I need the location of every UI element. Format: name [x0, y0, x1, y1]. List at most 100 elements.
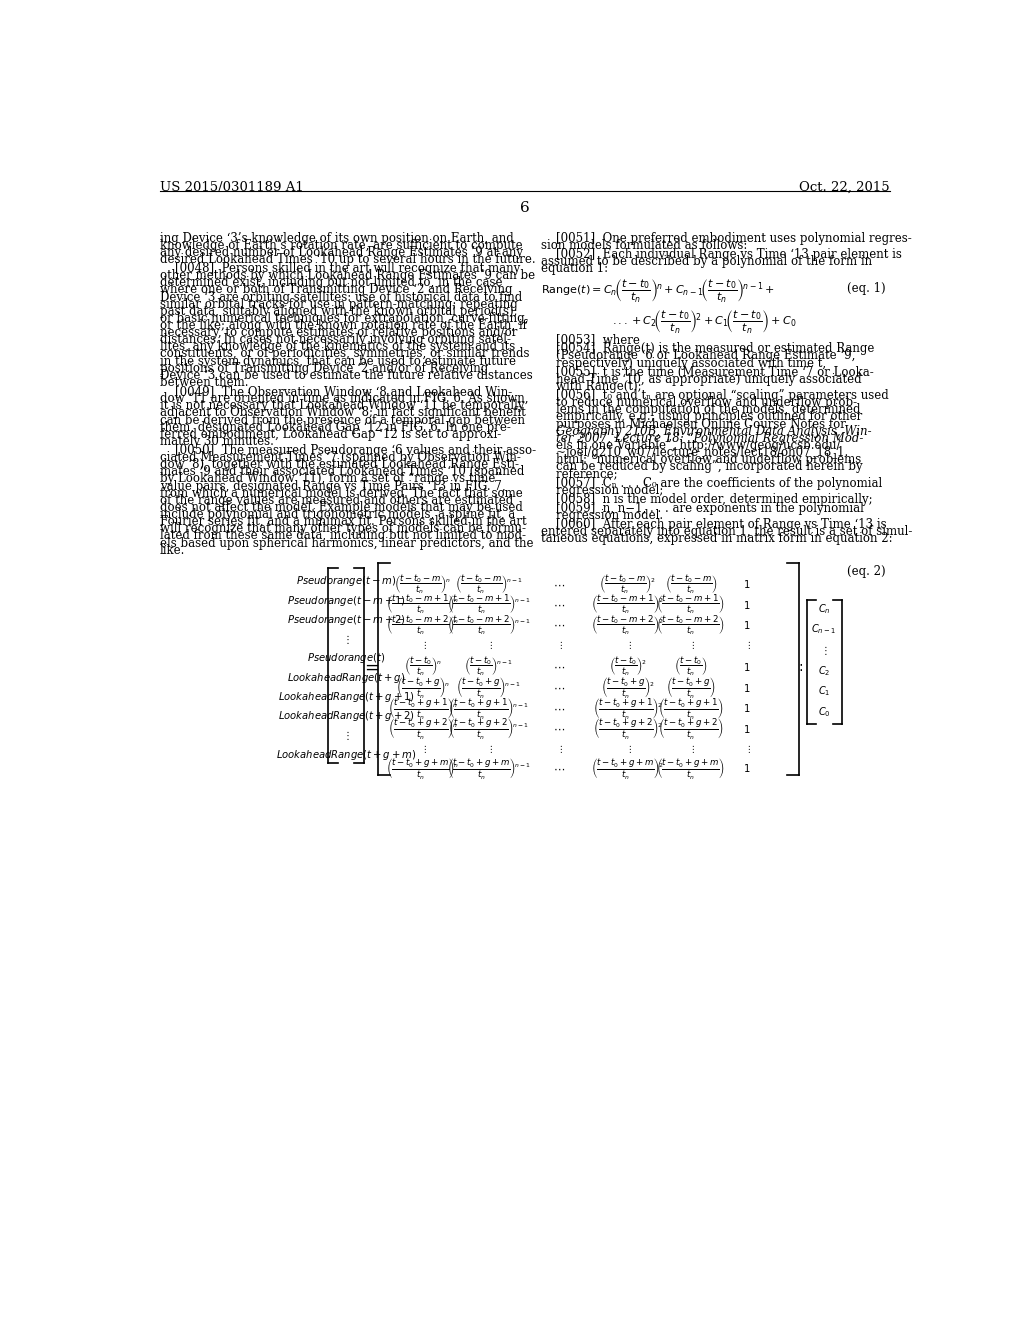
Text: knowledge of Earth’s rotation rate, are sufficient to compute: knowledge of Earth’s rotation rate, are …	[160, 239, 522, 252]
Text: els based upon spherical harmonics, linear predictors, and the: els based upon spherical harmonics, line…	[160, 536, 534, 549]
Text: $\!\left(\dfrac{t-t_0-m}{t_n}\right)^{\!n}$: $\!\left(\dfrac{t-t_0-m}{t_n}\right)^{\!…	[395, 573, 451, 597]
Text: [0058]  n is the model order, determined empirically;: [0058] n is the model order, determined …	[541, 492, 872, 506]
Text: $\vdots$: $\vdots$	[743, 743, 751, 755]
Text: mately 30 minutes.: mately 30 minutes.	[160, 434, 273, 447]
Text: $\!\left(\dfrac{t-t_0+g+1}{t_n}\right)^{\!2}$: $\!\left(\dfrac{t-t_0+g+1}{t_n}\right)^{…	[594, 696, 663, 721]
Text: necessary, to compute estimates of relative positions and/or: necessary, to compute estimates of relat…	[160, 326, 517, 339]
Text: assumed to be described by a polynomial of the form in: assumed to be described by a polynomial …	[541, 255, 871, 268]
Text: $\cdots$: $\cdots$	[553, 579, 565, 589]
Text: of the range values are measured and others are estimated: of the range values are measured and oth…	[160, 494, 513, 507]
Text: adjacent to Observation Window ‘8; in fact significant benefit: adjacent to Observation Window ‘8; in fa…	[160, 407, 525, 420]
Text: [0055]  t is the time (Measurement Time ‘7 or Looka-: [0055] t is the time (Measurement Time ‘…	[541, 366, 873, 379]
Text: entered separately into equation 1, the result is a set of simul-: entered separately into equation 1, the …	[541, 525, 912, 539]
Text: $C_{n-1}$: $C_{n-1}$	[811, 622, 837, 636]
Text: $\cdots$: $\cdots$	[553, 704, 565, 713]
Text: $\!\left(\dfrac{t-t_0+g}{t_n}\right)$: $\!\left(\dfrac{t-t_0+g}{t_n}\right)$	[667, 676, 716, 701]
Text: $\!\left(\dfrac{t-t_0-m+1}{t_n}\right)^{\!n}$: $\!\left(\dfrac{t-t_0-m+1}{t_n}\right)^{…	[387, 593, 459, 616]
Text: $1$: $1$	[743, 660, 751, 673]
Text: $\mathit{Pseudorange}(t-m+2)$: $\mathit{Pseudorange}(t-m+2)$	[287, 612, 406, 627]
Text: ferred embodiment, Lookahead Gap ‘12 is set to approxi-: ferred embodiment, Lookahead Gap ‘12 is …	[160, 428, 501, 441]
Text: purposes in Michaelsen Online Course Notes for: purposes in Michaelsen Online Course Not…	[541, 417, 846, 430]
Text: [0060]  After each pair element of Range vs Time ‘13 is: [0060] After each pair element of Range …	[541, 519, 887, 531]
Text: will recognize that many other types of models can be formu-: will recognize that many other types of …	[160, 523, 525, 536]
Text: any desired number of Lookahead Range Estimates ’9 at any: any desired number of Lookahead Range Es…	[160, 246, 522, 259]
Text: Oct. 22, 2015: Oct. 22, 2015	[799, 181, 890, 194]
Text: regression model;: regression model;	[541, 483, 664, 496]
Text: $\!\left(\dfrac{t-t_0}{t_n}\right)^{\!n}$: $\!\left(\dfrac{t-t_0}{t_n}\right)^{\!n}…	[404, 655, 441, 678]
Text: head Time ‘10, as appropriate) uniquely associated: head Time ‘10, as appropriate) uniquely …	[541, 372, 861, 385]
Text: $\cdots$: $\cdots$	[553, 599, 565, 610]
Text: them, designated Lookahead Gap ‘12 in FIG. 6. In one pre-: them, designated Lookahead Gap ‘12 in FI…	[160, 421, 511, 434]
Text: $\!\left(\dfrac{t-t_0+g+m}{t_n}\right)^{\!n}$: $\!\left(\dfrac{t-t_0+g+m}{t_n}\right)^{…	[387, 756, 459, 780]
Text: desired Lookahead Times ‘10 up to several hours in the future.: desired Lookahead Times ‘10 up to severa…	[160, 253, 536, 265]
Text: $\!\left(\dfrac{t-t_0+g+m}{t_n}\right)^{\!2}$: $\!\left(\dfrac{t-t_0+g+m}{t_n}\right)^{…	[592, 756, 664, 780]
Text: Geography 210B, Environmental Data Analysis, Win-: Geography 210B, Environmental Data Analy…	[541, 425, 871, 438]
Text: ciated Measurement Times ‘7 (spanned by Observation Win-: ciated Measurement Times ‘7 (spanned by …	[160, 451, 520, 465]
Text: $\!\left(\dfrac{t-t_0}{t_n}\right)^{\!n-1}$: $\!\left(\dfrac{t-t_0}{t_n}\right)^{\!n-…	[465, 655, 513, 678]
Text: [0052]  Each individual Range vs Time ‘13 pair element is: [0052] Each individual Range vs Time ‘13…	[541, 248, 901, 261]
Text: ~joel/g210_w07/lecture_notes/lect18/oh07_18_1.: ~joel/g210_w07/lecture_notes/lect18/oh07…	[541, 446, 848, 459]
Text: $\!\left(\dfrac{t-t_0-m+1}{t_n}\right)^{\!n-1}$: $\!\left(\dfrac{t-t_0-m+1}{t_n}\right)^{…	[447, 593, 530, 616]
Text: lites, any knowledge of the kinematics of the system and its: lites, any knowledge of the kinematics o…	[160, 341, 515, 354]
Text: $\mathit{LookaheadRange}(t+g+m)$: $\mathit{LookaheadRange}(t+g+m)$	[276, 748, 417, 762]
Text: $C_0$: $C_0$	[817, 705, 830, 719]
Text: does not affect the model. Example models that may be used: does not affect the model. Example model…	[160, 500, 522, 513]
Text: or basic numerical techniques for extrapolation, curve-fitting,: or basic numerical techniques for extrap…	[160, 312, 528, 325]
Text: $\mathit{Pseudorange}(t-m+1)$: $\mathit{Pseudorange}(t-m+1)$	[287, 594, 406, 607]
Text: html: “numerical overflow and underflow problems: html: “numerical overflow and underflow …	[541, 453, 861, 466]
Text: $\mathit{LookaheadRange}(t+g+2)$: $\mathit{LookaheadRange}(t+g+2)$	[278, 709, 415, 723]
Text: $\cdots$: $\cdots$	[553, 763, 565, 774]
Text: $\!\left(\dfrac{t-t_0-m}{t_n}\right)$: $\!\left(\dfrac{t-t_0-m}{t_n}\right)$	[666, 573, 718, 597]
Text: like.: like.	[160, 544, 185, 557]
Text: $1$: $1$	[743, 578, 751, 590]
Text: $\!\left(\dfrac{t-t_0+g+2}{t_n}\right)^{\!2}$: $\!\left(\dfrac{t-t_0+g+2}{t_n}\right)^{…	[594, 717, 663, 741]
Text: similar orbital tracks for use in pattern-matching; repeating: similar orbital tracks for use in patter…	[160, 297, 517, 310]
Text: dow ‘8), together with the estimated Lookahead Range Esti-: dow ‘8), together with the estimated Loo…	[160, 458, 519, 471]
Text: [0053]  where: [0053] where	[541, 333, 640, 346]
Text: $\mathrm{Range}(t) = C_n\!\left(\dfrac{t-t_0}{t_n}\right)^{\!n} + C_{n-1}\!\left: $\mathrm{Range}(t) = C_n\!\left(\dfrac{t…	[541, 279, 774, 305]
Text: $\!\left(\dfrac{t-t_0+g+2}{t_n}\right)^{\!n-1}$: $\!\left(\dfrac{t-t_0+g+2}{t_n}\right)^{…	[449, 717, 529, 741]
Text: equation 1:: equation 1:	[541, 263, 608, 275]
Text: by Lookahead Window ‘11), form a set of “range vs time”: by Lookahead Window ‘11), form a set of …	[160, 473, 501, 486]
Text: $1$: $1$	[743, 619, 751, 631]
Text: $\vdots$: $\vdots$	[342, 632, 350, 645]
Text: where one or both of Transmitting Device ‘2 and Receiving: where one or both of Transmitting Device…	[160, 284, 512, 297]
Text: between them.: between them.	[160, 376, 248, 389]
Text: $\vdots$: $\vdots$	[556, 639, 562, 651]
Text: 6: 6	[520, 201, 529, 215]
Text: $\vdots$: $\vdots$	[688, 639, 695, 651]
Text: past data, suitably aligned with the known orbital period(s);: past data, suitably aligned with the kno…	[160, 305, 517, 318]
Text: lems in the computation of the models, determined: lems in the computation of the models, d…	[541, 404, 860, 416]
Text: $\!\left(\dfrac{t-t_0-m+2}{t_n}\right)^{\!2}$: $\!\left(\dfrac{t-t_0-m+2}{t_n}\right)^{…	[592, 612, 664, 636]
Text: respectively) uniquely associated with time t,: respectively) uniquely associated with t…	[541, 356, 825, 370]
Text: $\vdots$: $\vdots$	[485, 743, 493, 755]
Text: $\!\left(\dfrac{t-t_0+g+1}{t_n}\right)^{\!n}$: $\!\left(\dfrac{t-t_0+g+1}{t_n}\right)^{…	[389, 696, 458, 721]
Text: distances. In cases not necessarily involving orbiting satel-: distances. In cases not necessarily invo…	[160, 333, 511, 346]
Text: $\cdots$: $\cdots$	[553, 682, 565, 693]
Text: (Pseudorange ‘6 or Lookahead Range Estimate ‘9,: (Pseudorange ‘6 or Lookahead Range Estim…	[541, 350, 855, 363]
Text: $\!\left(\dfrac{t-t_0+g+m}{t_n}\right)^{\!n-1}$: $\!\left(\dfrac{t-t_0+g+m}{t_n}\right)^{…	[447, 756, 530, 780]
Text: [0050]  The measured Pseudorange ‘6 values and their asso-: [0050] The measured Pseudorange ‘6 value…	[160, 444, 536, 457]
Text: $\mathrm{...} + C_2\!\left(\dfrac{t-t_0}{t_n}\right)^{\!2} + C_1\!\left(\dfrac{t: $\mathrm{...} + C_2\!\left(\dfrac{t-t_0}…	[612, 309, 797, 335]
Text: $\!\left(\dfrac{t-t_0+g+2}{t_n}\right)^{\!n}$: $\!\left(\dfrac{t-t_0+g+2}{t_n}\right)^{…	[389, 717, 458, 741]
Text: $\vdots$: $\vdots$	[556, 743, 562, 755]
Text: $\!\left(\dfrac{t-t_0+g+m}{t_n}\right)$: $\!\left(\dfrac{t-t_0+g+m}{t_n}\right)$	[657, 756, 725, 780]
Text: [0048]  Persons skilled in the art will recognize that many: [0048] Persons skilled in the art will r…	[160, 263, 520, 275]
Text: $1$: $1$	[743, 598, 751, 611]
Text: empirically, e.g., using principles outlined for other: empirically, e.g., using principles outl…	[541, 411, 862, 424]
Text: or the like; along with the known rotation rate of the Earth, if: or the like; along with the known rotati…	[160, 319, 526, 333]
Text: mates ‘9 and their associated Lookahead Times ‘10 (spanned: mates ‘9 and their associated Lookahead …	[160, 466, 524, 478]
Text: $\mathit{Pseudorange}(t)$: $\mathit{Pseudorange}(t)$	[307, 652, 385, 665]
Text: US 2015/0301189 A1: US 2015/0301189 A1	[160, 181, 303, 194]
Text: $C_n$: $C_n$	[818, 602, 830, 615]
Text: $\vdots$: $\vdots$	[820, 644, 827, 657]
Text: ter 2007, Lecture 18: “Polynomial Regression Mod-: ter 2007, Lecture 18: “Polynomial Regres…	[541, 432, 863, 445]
Text: from which a numerical model is derived. The fact that some: from which a numerical model is derived.…	[160, 487, 522, 500]
Text: $\!\left(\dfrac{t-t_0+g+1}{t_n}\right)$: $\!\left(\dfrac{t-t_0+g+1}{t_n}\right)$	[658, 696, 724, 721]
Text: $\!\left(\dfrac{t-t_0+g}{t_n}\right)^{\!2}$: $\!\left(\dfrac{t-t_0+g}{t_n}\right)^{\!…	[601, 676, 654, 701]
Text: $1$: $1$	[743, 722, 751, 735]
Text: lated from these same data, including but not limited to mod-: lated from these same data, including bu…	[160, 529, 525, 543]
Text: Fourier series fit, and a minimax fit. Persons skilled in the art: Fourier series fit, and a minimax fit. P…	[160, 515, 526, 528]
Text: in the system dynamics, that can be used to estimate future: in the system dynamics, that can be used…	[160, 355, 516, 367]
Text: can be derived from the presence of a temporal gap between: can be derived from the presence of a te…	[160, 413, 524, 426]
